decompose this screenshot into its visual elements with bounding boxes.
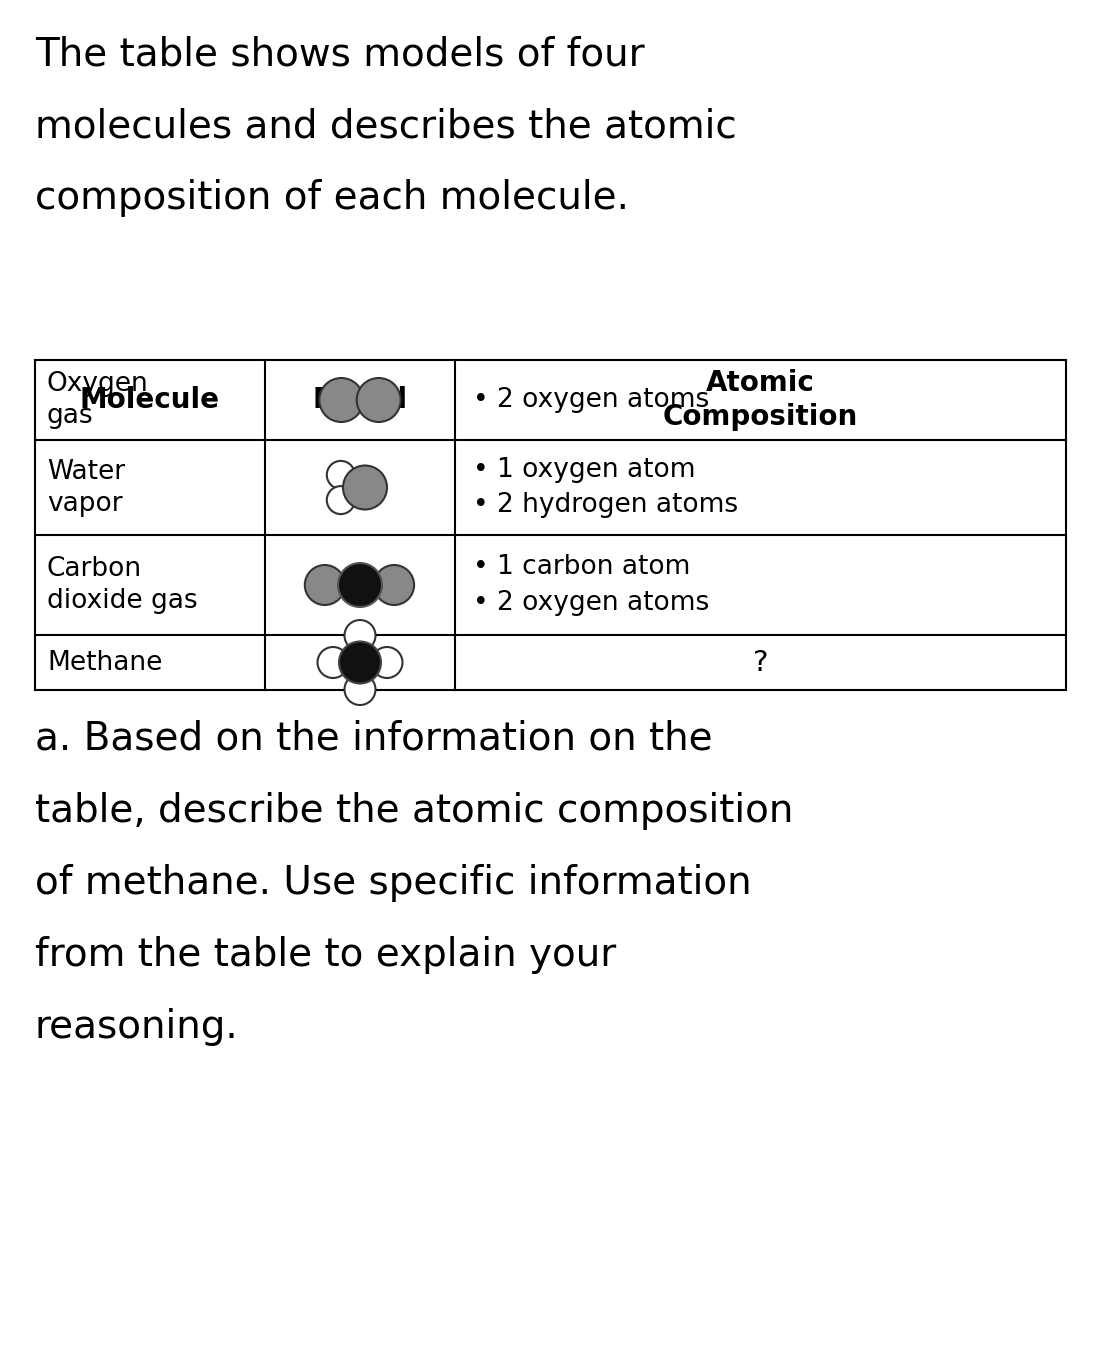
- Circle shape: [357, 378, 401, 422]
- Text: Molecule: Molecule: [80, 386, 220, 414]
- Text: a. Based on the information on the: a. Based on the information on the: [35, 720, 712, 759]
- Circle shape: [305, 565, 345, 605]
- Circle shape: [345, 620, 375, 651]
- Text: Model: Model: [313, 386, 407, 414]
- Text: • 2 hydrogen atoms: • 2 hydrogen atoms: [473, 492, 738, 518]
- Text: molecules and describes the atomic: molecules and describes the atomic: [35, 108, 737, 145]
- Text: table, describe the atomic composition: table, describe the atomic composition: [35, 792, 794, 830]
- Text: • 1 oxygen atom: • 1 oxygen atom: [473, 457, 696, 483]
- Text: Methane: Methane: [47, 650, 162, 675]
- Text: • 1 carbon atom: • 1 carbon atom: [473, 554, 690, 580]
- Circle shape: [371, 647, 403, 678]
- Text: Carbon
dioxide gas: Carbon dioxide gas: [47, 555, 197, 615]
- Circle shape: [345, 674, 375, 705]
- Text: Water
vapor: Water vapor: [47, 459, 126, 516]
- Text: ?: ?: [753, 648, 768, 677]
- Circle shape: [339, 642, 381, 683]
- Text: from the table to explain your: from the table to explain your: [35, 936, 617, 974]
- Text: reasoning.: reasoning.: [35, 1007, 239, 1046]
- Text: Oxygen
gas: Oxygen gas: [47, 371, 149, 429]
- Circle shape: [319, 378, 363, 422]
- Text: The table shows models of four: The table shows models of four: [35, 35, 644, 73]
- Circle shape: [374, 565, 414, 605]
- Circle shape: [317, 647, 349, 678]
- Text: • 2 oxygen atoms: • 2 oxygen atoms: [473, 387, 709, 413]
- Text: of methane. Use specific information: of methane. Use specific information: [35, 863, 752, 902]
- Circle shape: [327, 461, 355, 488]
- Text: Atomic
Composition: Atomic Composition: [663, 369, 858, 432]
- Text: • 2 oxygen atoms: • 2 oxygen atoms: [473, 590, 709, 616]
- Circle shape: [327, 486, 355, 514]
- Circle shape: [338, 564, 382, 607]
- Circle shape: [344, 465, 386, 510]
- Text: composition of each molecule.: composition of each molecule.: [35, 179, 629, 217]
